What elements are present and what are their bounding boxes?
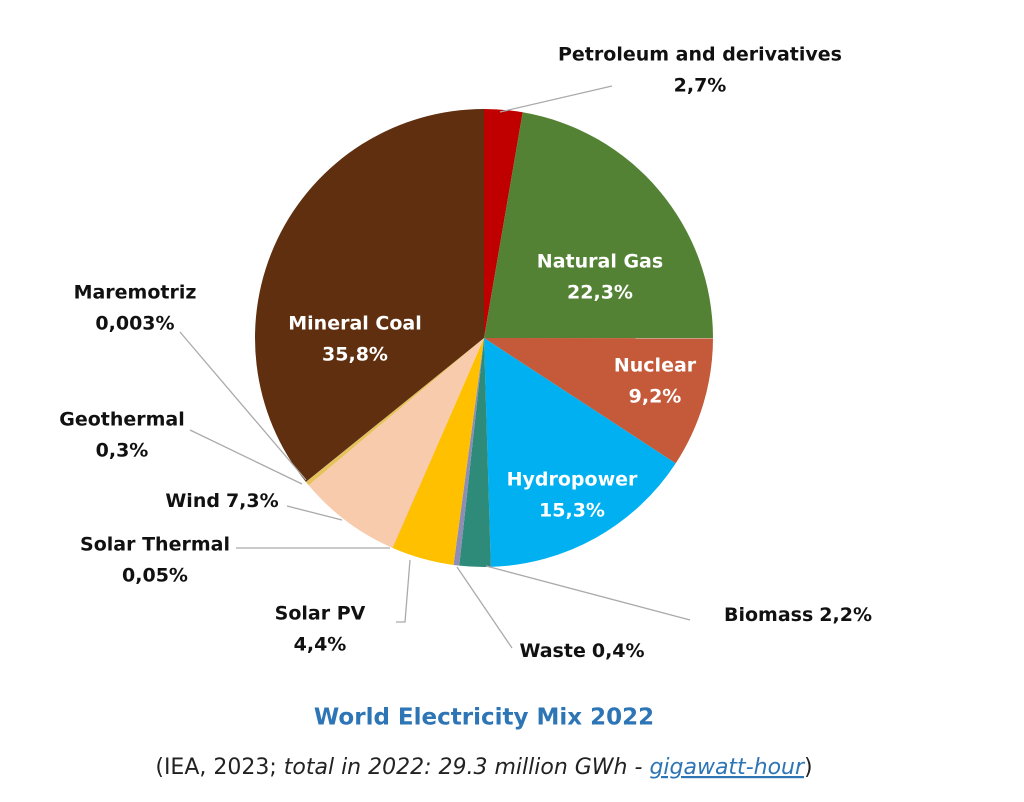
leader-line	[456, 566, 513, 649]
pie-slice	[484, 109, 523, 338]
slice-value: 9,2%	[629, 386, 682, 408]
slice-value: 4,4%	[294, 634, 347, 656]
slice-name: Waste	[519, 640, 585, 662]
slice-value: 0,003%	[95, 313, 174, 335]
slice-label: Hydropower	[507, 469, 638, 491]
slice-value: 0,05%	[122, 565, 188, 587]
pie-slice	[392, 338, 484, 549]
slice-value: 15,3%	[539, 500, 605, 522]
pie-slice	[305, 338, 484, 486]
slice-name: Wind	[165, 490, 220, 512]
pie-slice	[392, 338, 484, 565]
pie-slice	[453, 338, 484, 566]
pie-slice	[484, 338, 713, 464]
slice-value: 22,3%	[567, 282, 633, 304]
slice-value: 0,3%	[96, 440, 149, 462]
slice-label: Solar PV	[275, 603, 366, 625]
pie-slice	[484, 338, 676, 567]
slice-label: Nuclear	[614, 355, 697, 377]
leader-line	[179, 331, 307, 481]
slice-value: 2,2%	[819, 604, 872, 626]
slice-label: Mineral Coal	[288, 313, 421, 335]
pie-slice	[255, 109, 484, 482]
leader-line	[485, 565, 691, 621]
slice-value: 2,7%	[674, 75, 727, 97]
slice-label: Waste 0,4%	[519, 640, 644, 662]
leader-line	[396, 559, 411, 623]
slice-label: Solar Thermal	[80, 534, 230, 556]
slice-label: Wind 7,3%	[165, 490, 278, 512]
leader-line	[189, 429, 303, 485]
slice-value: 0,4%	[592, 640, 645, 662]
subtitle-part: (IEA, 2023;	[155, 755, 283, 780]
pie	[255, 109, 713, 567]
chart-subtitle: (IEA, 2023; total in 2022: 29.3 million …	[155, 755, 812, 780]
pie-slice	[305, 338, 484, 482]
pie-slice	[308, 338, 484, 548]
chart-title: World Electricity Mix 2022	[314, 705, 654, 731]
pie-slice	[484, 112, 713, 339]
slice-value: 35,8%	[322, 344, 388, 366]
slice-value: 7,3%	[226, 490, 279, 512]
subtitle-part: )	[804, 755, 813, 780]
slice-label: Natural Gas	[537, 251, 663, 273]
slice-label: Geothermal	[59, 409, 185, 431]
slice-label: Petroleum and derivatives	[558, 44, 842, 66]
leader-line	[286, 505, 343, 521]
subtitle-part: total in 2022: 29.3 million GWh -	[284, 755, 650, 780]
pie-slice	[459, 338, 491, 567]
slice-label: Biomass 2,2%	[724, 604, 872, 626]
subtitle-link[interactable]: gigawatt-hour	[649, 755, 806, 780]
slice-label: Maremotriz	[74, 282, 197, 304]
leader-line	[499, 85, 613, 113]
slice-name: Biomass	[724, 604, 813, 626]
